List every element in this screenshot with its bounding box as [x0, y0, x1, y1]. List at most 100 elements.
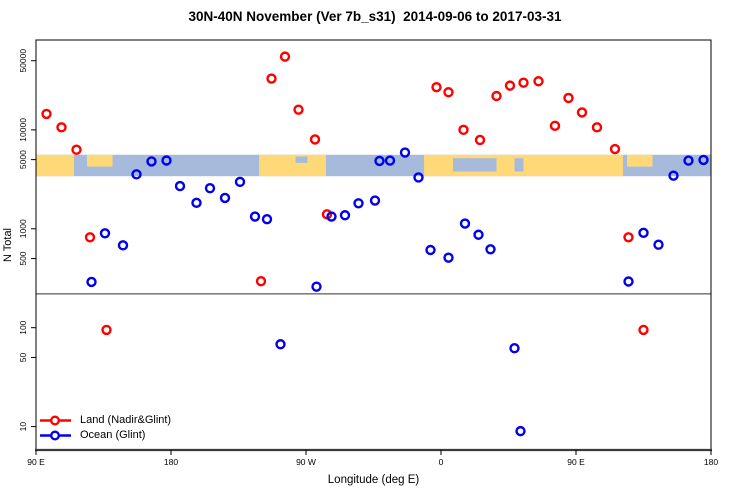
ocean-point: [413, 172, 424, 183]
land-point: [309, 134, 321, 145]
ocean-point: [234, 176, 246, 188]
y-tick-label: 500: [18, 251, 28, 265]
ocean-series: [86, 147, 709, 437]
ocean-marker-icon: [40, 430, 71, 441]
legend-row-ocean: Ocean (Glint): [38, 428, 171, 443]
legend-label-ocean: Ocean (Glint): [80, 429, 146, 441]
ocean-point: [249, 211, 261, 222]
land-point: [549, 120, 561, 131]
land-point: [474, 134, 486, 146]
ocean-point: [131, 169, 142, 180]
ocean-point: [638, 227, 649, 239]
land-point: [638, 324, 649, 336]
y-tick-label: 50000: [18, 49, 28, 73]
land-point: [293, 104, 304, 115]
y-tick-label: 10000: [18, 118, 28, 142]
map-band-sea: [453, 158, 497, 172]
ocean-point: [399, 147, 411, 158]
x-tick-label: 90 E: [27, 457, 45, 467]
legend-label-land: Land (Nadir&Glint): [80, 414, 172, 426]
land-point: [609, 143, 621, 155]
land-point: [491, 90, 502, 102]
ocean-point: [698, 154, 709, 166]
ocean-point: [653, 239, 664, 250]
ocean-point: [509, 343, 520, 354]
map-band-island: [87, 154, 113, 167]
land-series: [41, 51, 649, 336]
chart-title: 30N-40N November (Ver 7b_s31) 2014-09-06…: [188, 9, 562, 24]
ocean-point: [146, 156, 157, 167]
y-tick-label: 50: [18, 352, 28, 362]
ocean-point: [353, 198, 364, 209]
land-point: [101, 324, 112, 336]
x-tick-label: 90 E: [567, 457, 585, 467]
land-point: [563, 92, 574, 104]
x-tick-label: 180: [164, 457, 178, 467]
land-point: [623, 232, 634, 243]
land-point: [56, 122, 67, 133]
ocean-point: [311, 281, 322, 292]
map-band-island: [627, 154, 653, 167]
land-point: [41, 108, 52, 120]
land-marker-icon: [40, 415, 71, 426]
x-axis-title: Longitude (deg E): [327, 474, 420, 486]
ocean-point: [369, 195, 381, 206]
land-point: [576, 107, 588, 118]
tick-labels: 50000 10000 5000 1000 500 100 50 10 90 E 180 90 W 0…: [18, 49, 718, 467]
map-band: [36, 154, 711, 177]
map-band-lake: [295, 156, 308, 163]
ocean-point: [99, 228, 111, 239]
land-point: [84, 232, 96, 243]
plot-border: [35, 39, 712, 451]
map-band-land: [259, 154, 326, 177]
ocean-point: [275, 339, 286, 350]
land-point: [255, 276, 267, 287]
ocean-point: [204, 183, 216, 194]
ocean-point: [623, 276, 634, 287]
land-point: [71, 144, 82, 155]
land-point: [431, 81, 442, 93]
legend: Land (Nadir&Glint) Ocean (Glint): [38, 413, 171, 443]
land-point: [266, 73, 277, 84]
axis-ticks: [31, 60, 712, 455]
x-tick-label: 180: [704, 457, 718, 467]
y-tick-label: 5000: [18, 150, 28, 169]
ocean-point: [326, 211, 337, 222]
ocean-point: [261, 213, 273, 225]
ocean-point: [191, 197, 202, 209]
ocean-point: [515, 425, 526, 437]
ocean-point: [668, 170, 679, 181]
ocean-point: [339, 210, 351, 221]
map-band-land: [36, 154, 74, 177]
land-point: [591, 122, 603, 133]
ocean-point: [485, 244, 496, 255]
map-band-sea: [514, 158, 524, 172]
land-point: [533, 76, 544, 87]
ocean-point: [117, 240, 129, 251]
ocean-point: [425, 244, 436, 256]
ocean-point: [374, 155, 385, 167]
ocean-point: [161, 155, 172, 166]
ocean-point: [443, 252, 454, 263]
land-point: [279, 51, 291, 62]
land-point: [458, 124, 469, 136]
ocean-point: [683, 155, 694, 166]
ocean-point: [174, 180, 186, 192]
ocean-point: [86, 276, 97, 288]
ocean-point: [219, 192, 231, 204]
ocean-point: [459, 218, 471, 229]
ocean-point: [473, 229, 484, 240]
y-axis-title: N Total: [2, 227, 14, 263]
legend-row-land: Land (Nadir&Glint): [38, 413, 171, 428]
y-tick-label: 1000: [18, 219, 28, 238]
land-point: [443, 87, 454, 98]
y-tick-label: 100: [18, 320, 28, 334]
land-point: [504, 80, 516, 91]
x-tick-label: 0: [439, 457, 444, 467]
y-tick-label: 10: [18, 422, 28, 432]
x-tick-label: 90 W: [296, 457, 316, 467]
ocean-point: [384, 155, 396, 166]
land-point: [518, 77, 529, 88]
